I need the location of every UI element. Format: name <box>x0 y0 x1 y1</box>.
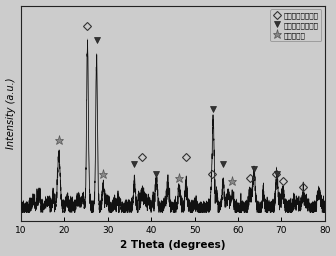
X-axis label: 2 Theta (degrees): 2 Theta (degrees) <box>120 240 226 250</box>
Legend: 锐锂矿相二氧化锄, 金红石相二氧化锄, 铋酸钙锄镑: 锐锂矿相二氧化锄, 金红石相二氧化锄, 铋酸钙锄镑 <box>270 9 321 41</box>
Y-axis label: Intensity (a.u.): Intensity (a.u.) <box>6 78 15 149</box>
